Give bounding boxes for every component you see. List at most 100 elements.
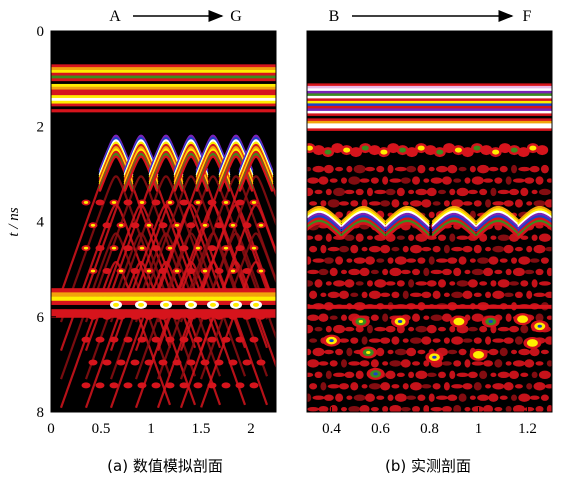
texture-speckle <box>453 267 462 277</box>
texture-speckle <box>307 256 312 265</box>
direct-wave-band <box>307 88 552 92</box>
texture-speckle <box>348 176 361 185</box>
scatter-blob <box>130 268 140 275</box>
diffraction-tail <box>179 232 276 380</box>
texture-speckle <box>538 281 551 286</box>
y-axis-label: t / ns <box>6 207 22 236</box>
direct-wave-band <box>51 72 276 76</box>
scatter-blob <box>235 245 245 252</box>
texture-speckle <box>410 292 423 298</box>
texture-speckle <box>471 268 484 276</box>
texture-speckle <box>538 188 551 196</box>
direct-wave-band <box>307 105 552 109</box>
scatter-blob-core <box>146 223 152 227</box>
texture-speckle <box>509 325 520 333</box>
texture-speckle <box>312 347 325 357</box>
scatter-blob-core <box>90 269 96 273</box>
scatter-blob <box>165 336 175 343</box>
texture-speckle <box>410 337 423 344</box>
scatter-blob-core <box>230 223 236 227</box>
texture-speckle <box>477 257 490 264</box>
texture-speckle <box>382 405 389 412</box>
diffraction-tail <box>199 260 276 409</box>
texture-speckle <box>469 258 476 263</box>
texture-speckle <box>335 348 344 356</box>
texture-speckle <box>376 395 385 400</box>
texture-speckle <box>359 360 370 367</box>
texture-speckle <box>309 201 318 206</box>
texture-speckle <box>350 200 359 207</box>
diffraction-hyperbola <box>431 219 477 237</box>
texture-speckle <box>402 338 409 343</box>
scatter-blob-core <box>118 269 124 273</box>
texture-speckle <box>497 234 510 241</box>
texture-speckle <box>353 257 366 264</box>
texture-speckle <box>451 384 464 389</box>
diffraction-hyperbola <box>431 208 477 225</box>
texture-speckle <box>430 177 443 184</box>
texture-speckle <box>518 393 531 402</box>
texture-speckle <box>456 372 469 378</box>
texture-speckle <box>370 314 379 321</box>
diffraction-hyperbola <box>307 208 342 225</box>
texture-speckle <box>509 281 520 286</box>
texture-speckle <box>359 267 370 277</box>
texture-speckle <box>458 166 467 172</box>
direct-wave-band <box>51 67 276 71</box>
texture-speckle <box>520 280 529 287</box>
texture-speckle <box>350 382 359 391</box>
diffraction-hyperbola <box>431 206 477 223</box>
texture-speckle <box>426 280 437 287</box>
texture-speckle <box>370 406 379 412</box>
texture-speckle <box>417 257 426 264</box>
texture-speckle <box>524 269 535 275</box>
texture-speckle <box>325 188 332 196</box>
texture-speckle <box>428 256 435 265</box>
diffraction-hyperbola <box>385 215 430 232</box>
diffraction-tail <box>59 232 172 380</box>
texture-speckle <box>483 178 494 183</box>
texture-speckle <box>400 359 411 368</box>
texture-speckle <box>441 268 452 276</box>
texture-speckle <box>497 279 510 288</box>
texture-speckle <box>441 405 452 412</box>
texture-blob-core <box>380 149 388 155</box>
texture-blob-core <box>307 145 313 151</box>
texture-speckle <box>490 372 497 378</box>
diffraction-hyperbola <box>307 219 342 237</box>
scatter-blob <box>207 382 217 389</box>
texture-speckle <box>335 211 344 219</box>
texture-speckle <box>546 178 552 183</box>
scatter-blob <box>214 222 224 229</box>
panel-a-caption: (a) 数值模拟剖面 <box>107 457 223 475</box>
texture-speckle <box>540 257 549 264</box>
scatter-blob-core <box>202 223 208 227</box>
texture-speckle <box>529 258 540 263</box>
anomaly-spot-core <box>476 353 481 357</box>
texture-speckle <box>426 324 437 334</box>
texture-speckle <box>361 336 368 345</box>
reflector-band <box>51 309 276 314</box>
texture-speckle <box>370 359 379 368</box>
scatter-blob <box>242 359 252 366</box>
texture-speckle <box>355 325 364 333</box>
texture-speckle <box>443 337 450 344</box>
texture-speckle <box>505 176 512 185</box>
panel-a-end-label: G <box>230 8 242 25</box>
texture-speckle <box>327 199 340 208</box>
texture-blob-core <box>473 145 481 151</box>
scatter-blob-core <box>174 269 180 273</box>
scatter-blob-core <box>258 223 264 227</box>
texture-speckle <box>364 393 375 402</box>
texture-speckle <box>435 395 448 400</box>
texture-speckle <box>518 166 531 172</box>
texture-speckle <box>518 348 531 356</box>
texture-speckle <box>340 359 347 368</box>
texture-speckle <box>355 188 364 196</box>
texture-speckle <box>499 395 508 400</box>
texture-speckle <box>366 187 373 197</box>
texture-speckle <box>312 165 325 173</box>
texture-speckle <box>471 313 484 322</box>
diffraction-hyperbola <box>517 208 552 225</box>
anomaly-spot-core <box>520 317 525 321</box>
